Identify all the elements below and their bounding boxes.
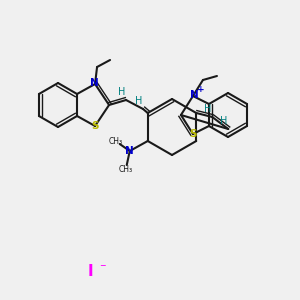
Text: H: H [135,96,143,106]
Text: ⁻: ⁻ [99,262,105,275]
Text: +: + [197,85,205,94]
Text: H: H [204,104,211,114]
Text: CH₃: CH₃ [109,137,123,146]
Text: H: H [220,116,227,126]
Text: S: S [91,121,99,131]
Text: N: N [125,146,134,156]
Text: S: S [189,129,197,139]
Text: N: N [190,90,198,100]
Text: I: I [87,265,93,280]
Text: N: N [90,78,98,88]
Text: CH₃: CH₃ [119,164,133,173]
Text: H: H [118,87,126,97]
